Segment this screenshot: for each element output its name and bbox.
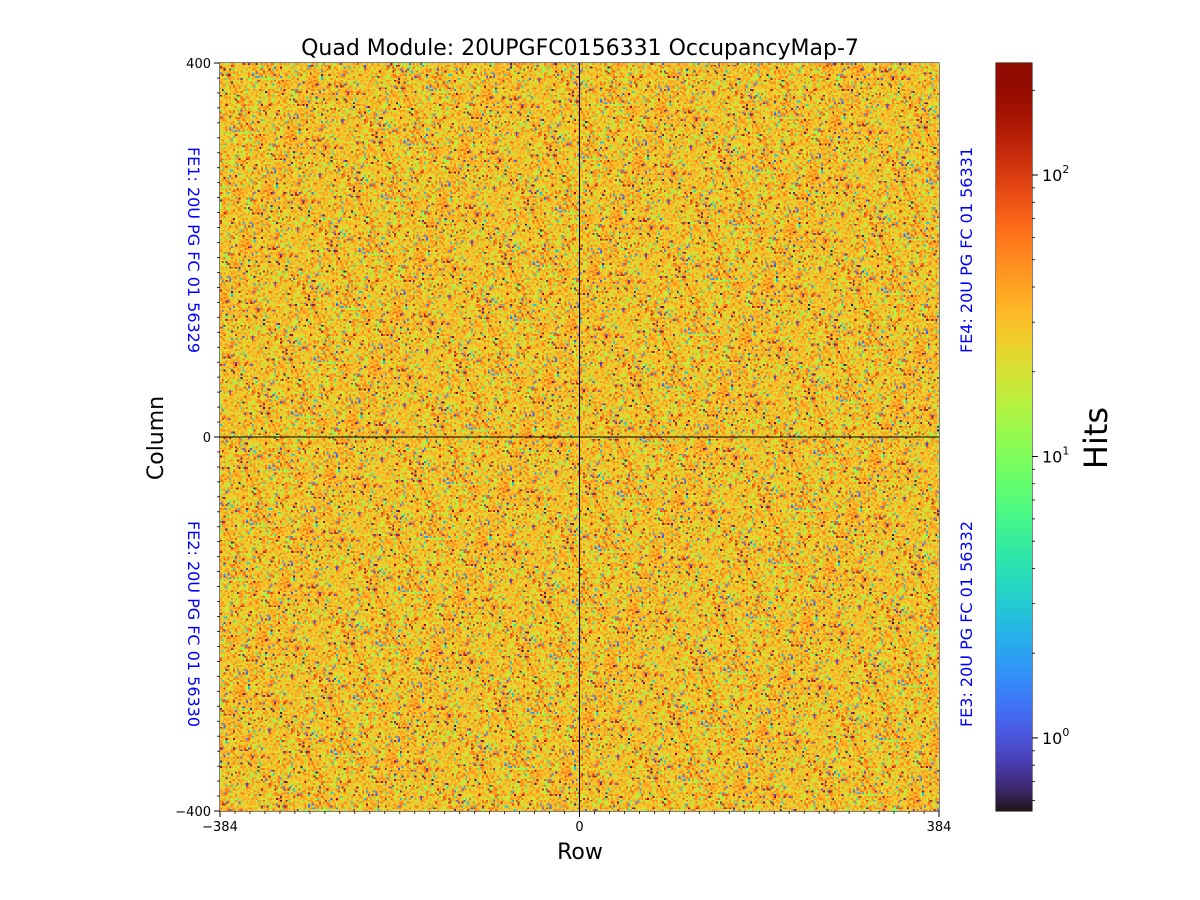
y-tick-label: −400 — [175, 805, 211, 820]
colorbar-label: Hits — [1077, 407, 1115, 469]
chip-label-fe1: FE1: 20U PG FC 01 56329 — [184, 147, 203, 353]
x-tick-label: 0 — [575, 820, 583, 835]
y-axis-ticks: −400 0 400 — [175, 57, 220, 820]
colorbar-gradient — [996, 63, 1032, 811]
colorbar-tick-label: 101 — [1042, 444, 1069, 466]
x-tick-label: 384 — [927, 820, 952, 835]
y-axis-label: Column — [144, 396, 169, 480]
chip-label-fe4: FE4: 20U PG FC 01 56331 — [957, 147, 976, 353]
chart-title: Quad Module: 20UPGFC0156331 OccupancyMap… — [301, 36, 859, 61]
colorbar-tick-label: 102 — [1042, 163, 1069, 185]
y-tick-label: 0 — [203, 431, 211, 446]
x-axis-label: Row — [557, 840, 603, 865]
x-axis-ticks: −384 0 384 — [202, 811, 951, 835]
chip-label-fe3: FE3: 20U PG FC 01 56332 — [957, 521, 976, 727]
colorbar-tick-label: 100 — [1042, 726, 1069, 748]
y-tick-label: 400 — [186, 57, 211, 72]
colorbar-ticks: 100 101 102 — [1032, 89, 1069, 801]
chip-label-fe2: FE2: 20U PG FC 01 56330 — [184, 521, 203, 727]
occupancy-heatmap — [220, 63, 939, 811]
x-tick-label: −384 — [202, 820, 238, 835]
